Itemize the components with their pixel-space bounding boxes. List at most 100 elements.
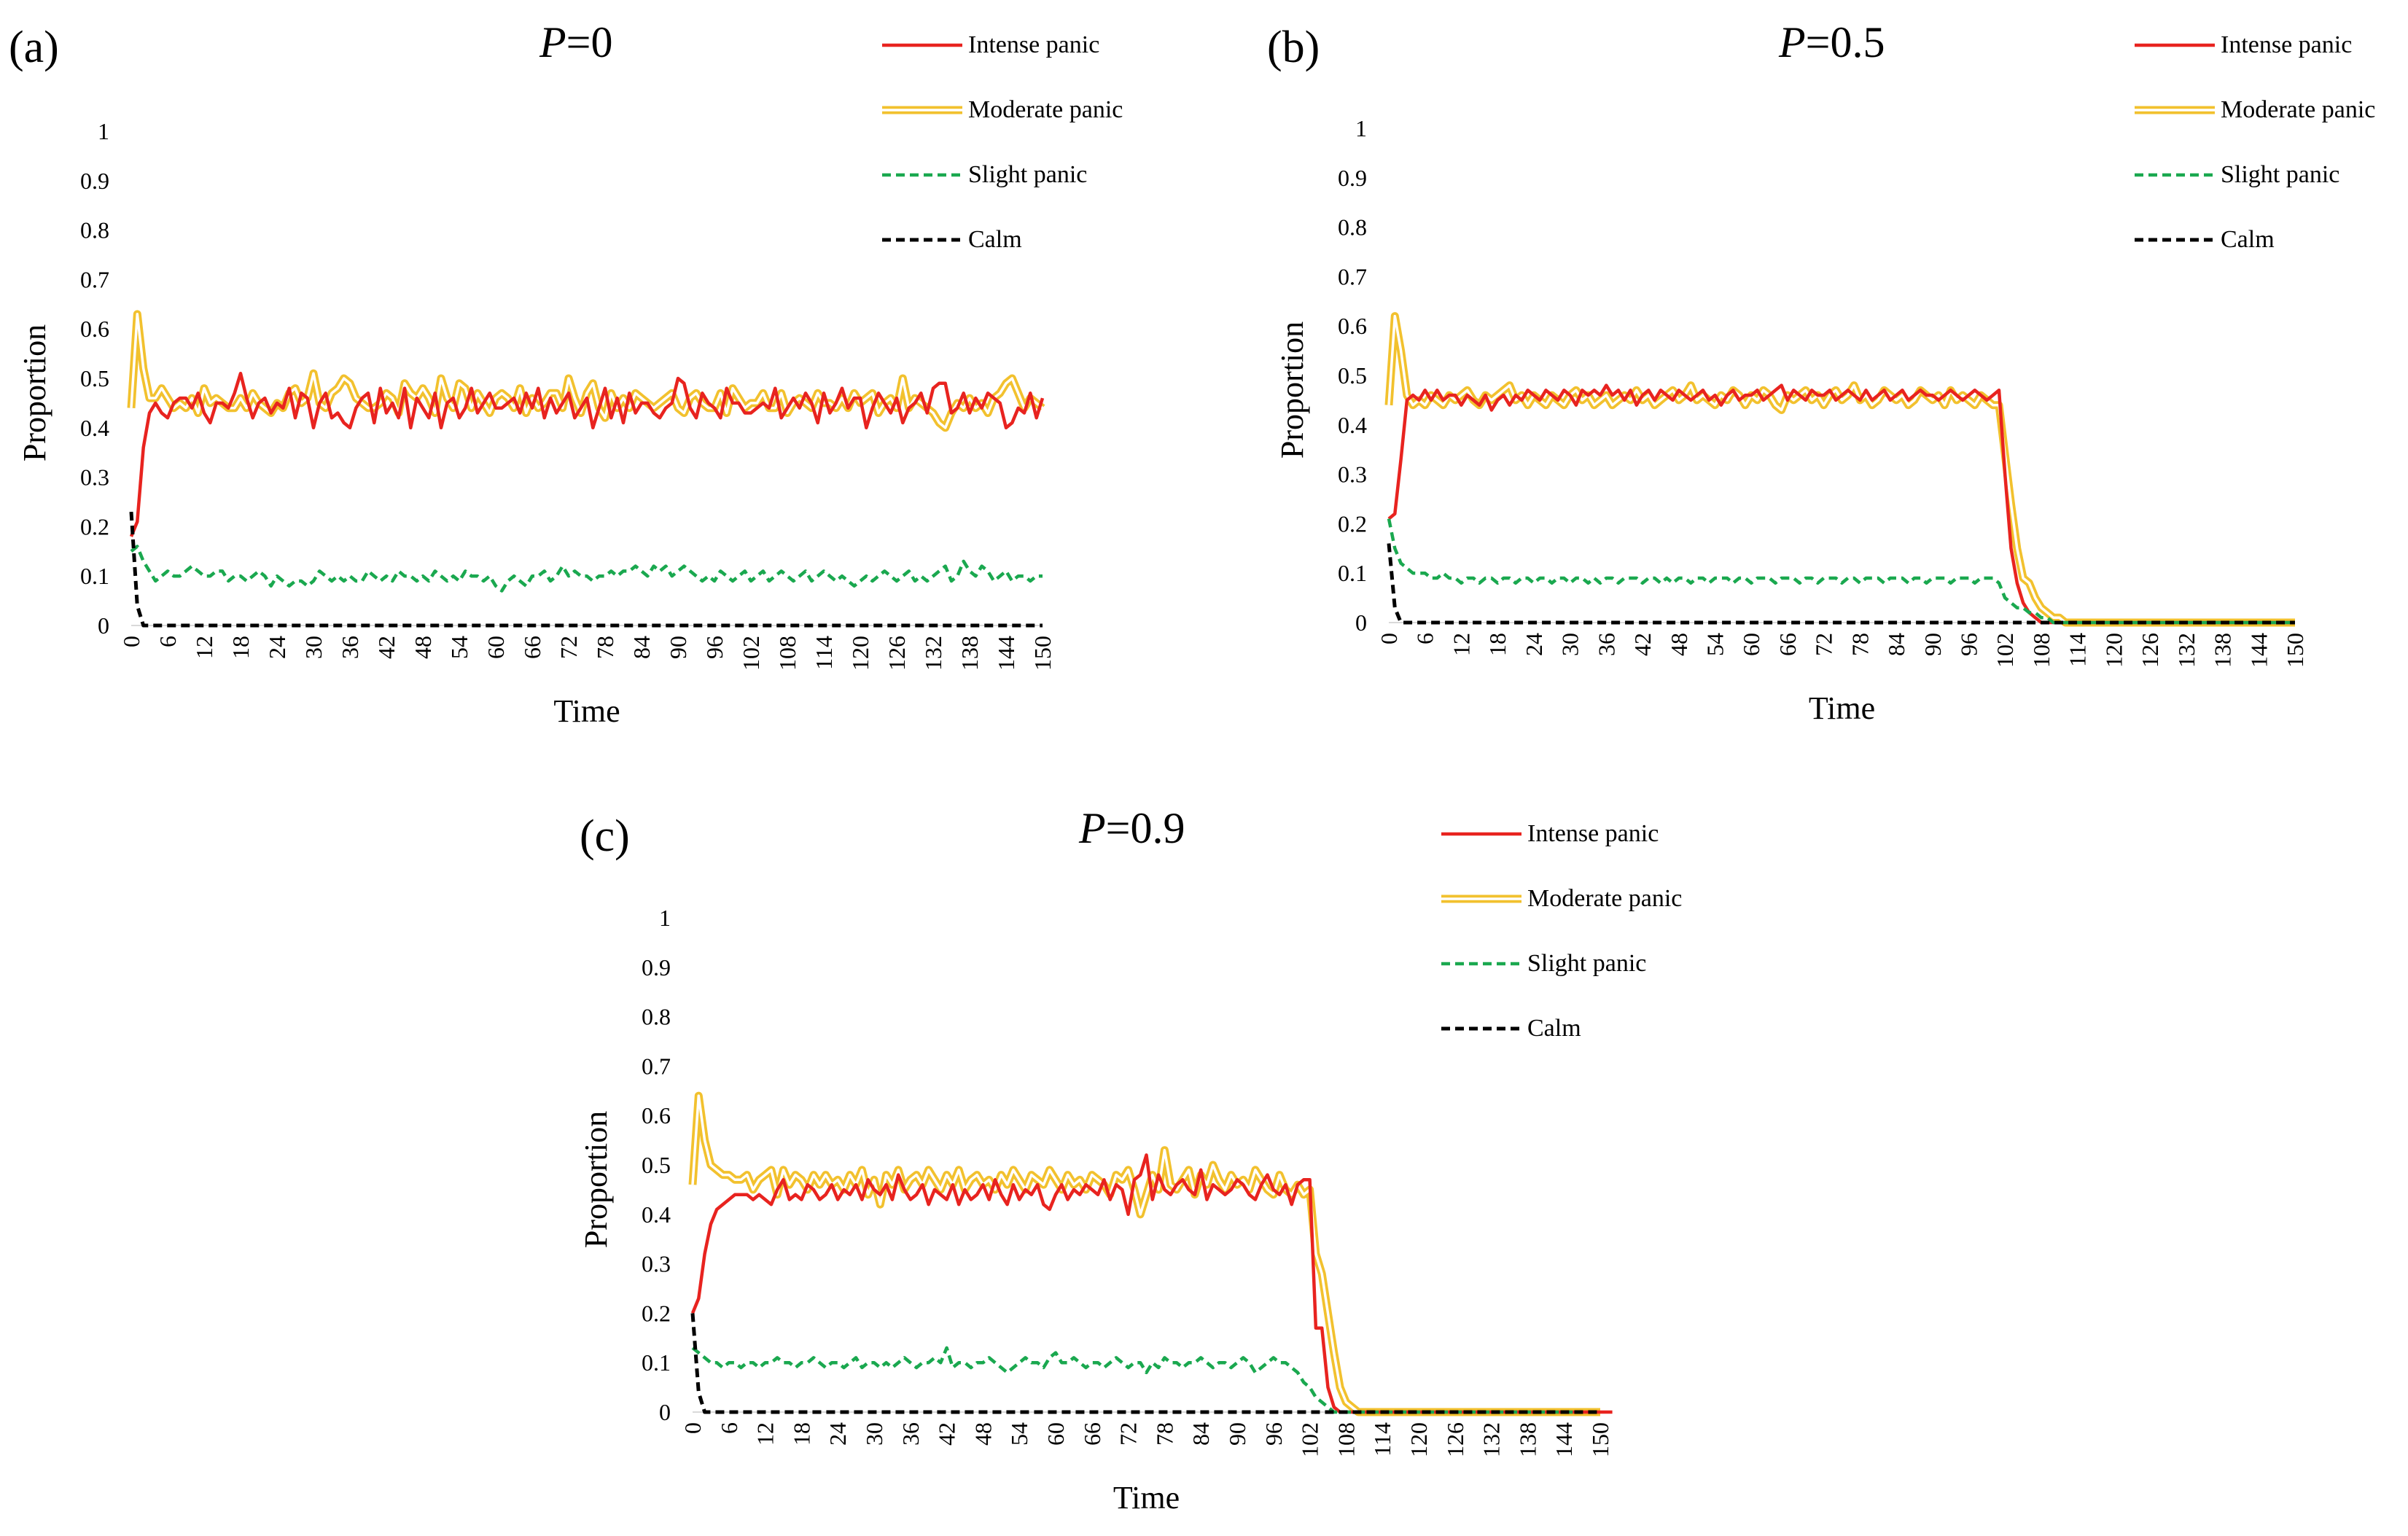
y-tick-label: 0.8 [80, 217, 109, 243]
y-tick-label: 0.2 [80, 513, 109, 539]
x-tick-label: 90 [1920, 633, 1946, 656]
y-axis-title: Proportion [17, 324, 52, 461]
y-tick-label: 0.6 [642, 1102, 671, 1128]
x-tick-label: 102 [1297, 1422, 1323, 1457]
x-tick-label: 84 [628, 636, 655, 659]
x-tick-label: 24 [1521, 633, 1547, 656]
y-tick-label: 0.4 [80, 415, 109, 441]
chart-panel-3: (c) P=0.900.10.20.30.40.50.60.70.80.910 6 1… [578, 804, 1682, 1516]
y-tick-label: 0.5 [80, 365, 109, 391]
x-tick-label: 138 [956, 636, 983, 671]
chart-title: P=0.5 [1778, 18, 1885, 66]
x-tick-label: 144 [2245, 633, 2272, 668]
legend-entry: Slight panic [1527, 950, 1646, 977]
legend-entry: Intense panic [2221, 31, 2352, 58]
x-tick-label: 72 [1115, 1422, 1142, 1446]
legend-entry: Calm [2221, 226, 2275, 253]
x-tick-label: 36 [1593, 633, 1619, 656]
series-line-calm [129, 511, 1043, 628]
y-tick-label: 0.3 [80, 464, 109, 491]
legend-entry: Calm [1527, 1015, 1581, 1042]
x-tick-label: 18 [1484, 633, 1511, 656]
x-tick-label: 54 [1006, 1422, 1032, 1446]
y-tick-label: 0.6 [80, 316, 109, 342]
x-tick-label: 102 [1992, 633, 2018, 668]
chart-title-value: =0 [566, 18, 613, 66]
y-tick-label: 0.6 [1338, 313, 1367, 339]
x-tick-label: 60 [483, 636, 509, 659]
series-line-intense-panic [690, 1153, 1613, 1414]
series-line-inner [130, 313, 1044, 429]
x-tick-label: 120 [1406, 1422, 1432, 1457]
series-line-inner [1387, 314, 2295, 624]
legend-entry: Slight panic [968, 161, 1087, 188]
legend-entry: Moderate panic [968, 96, 1123, 123]
y-tick-label: 0.4 [1338, 412, 1367, 438]
y-tick-label: 0.7 [80, 266, 109, 292]
x-tick-label: 48 [410, 636, 436, 659]
y-tick-label: 0.1 [80, 563, 109, 589]
x-tick-label: 18 [788, 1422, 814, 1446]
y-tick-label: 0 [1355, 609, 1367, 636]
series-line-calm [690, 1313, 1600, 1414]
x-tick-label: 150 [1029, 636, 1056, 671]
x-tick-label: 6 [716, 1422, 742, 1434]
x-tick-label: 0 [118, 636, 144, 647]
x-tick-label: 0 [679, 1422, 706, 1434]
panel-label: (b) [1267, 23, 1320, 72]
series-line-intense-panic [1387, 383, 2295, 625]
y-axis-title: Proportion [578, 1111, 614, 1248]
x-tick-label: 90 [1224, 1422, 1250, 1446]
x-tick-label: 126 [1442, 1422, 1468, 1457]
x-tick-label: 102 [738, 636, 764, 671]
y-tick-label: 0.2 [642, 1300, 671, 1326]
x-tick-label: 42 [373, 636, 400, 659]
x-tick-label: 138 [2210, 633, 2236, 668]
x-tick-label: 42 [1629, 633, 1656, 656]
legend-entry: Moderate panic [1527, 885, 1682, 912]
x-tick-label: 72 [1811, 633, 1837, 656]
x-tick-label: 6 [1412, 633, 1438, 644]
chart-title-value: =0.5 [1806, 18, 1885, 66]
legend-entry: Intense panic [968, 31, 1099, 58]
x-tick-label: 42 [934, 1422, 960, 1446]
y-tick-label: 0.8 [1338, 214, 1367, 241]
x-tick-label: 66 [1774, 633, 1801, 656]
series-line-inner [691, 1094, 1600, 1414]
x-tick-label: 84 [1883, 633, 1909, 656]
y-tick-label: 0.7 [642, 1053, 671, 1079]
x-tick-label: 12 [752, 1422, 779, 1446]
chart-title: P=0.9 [1078, 804, 1185, 852]
legend-entry: Calm [968, 226, 1022, 253]
y-tick-label: 0.9 [642, 954, 671, 981]
x-axis-title: Time [1113, 1480, 1180, 1516]
x-tick-label: 24 [264, 636, 290, 659]
x-tick-label: 54 [446, 636, 472, 659]
x-tick-label: 120 [2100, 633, 2127, 668]
x-tick-label: 126 [2137, 633, 2163, 668]
x-tick-label: 96 [1261, 1422, 1287, 1446]
x-tick-label: 114 [811, 636, 837, 670]
x-tick-label: 114 [2065, 633, 2091, 667]
x-tick-label: 24 [825, 1422, 851, 1446]
series-line-slight-panic [691, 1346, 1583, 1414]
x-tick-label: 60 [1738, 633, 1764, 656]
legend-entry: Slight panic [2221, 161, 2339, 188]
x-tick-label: 132 [1478, 1422, 1505, 1457]
y-axis-title: Proportion [1274, 321, 1310, 459]
x-tick-label: 72 [556, 636, 582, 659]
x-tick-label: 54 [1702, 633, 1728, 656]
y-tick-label: 0.5 [642, 1152, 671, 1178]
chart-title-variable: P [1078, 804, 1106, 852]
x-tick-label: 6 [155, 636, 181, 647]
x-tick-label: 96 [1956, 633, 1982, 656]
x-tick-label: 36 [337, 636, 363, 659]
y-tick-label: 0.7 [1338, 263, 1367, 289]
x-tick-label: 132 [920, 636, 946, 671]
y-tick-label: 0.2 [1338, 510, 1367, 537]
y-tick-label: 0.1 [1338, 560, 1367, 586]
x-tick-label: 108 [2028, 633, 2054, 668]
x-tick-label: 36 [897, 1422, 924, 1446]
x-tick-label: 78 [592, 636, 618, 659]
